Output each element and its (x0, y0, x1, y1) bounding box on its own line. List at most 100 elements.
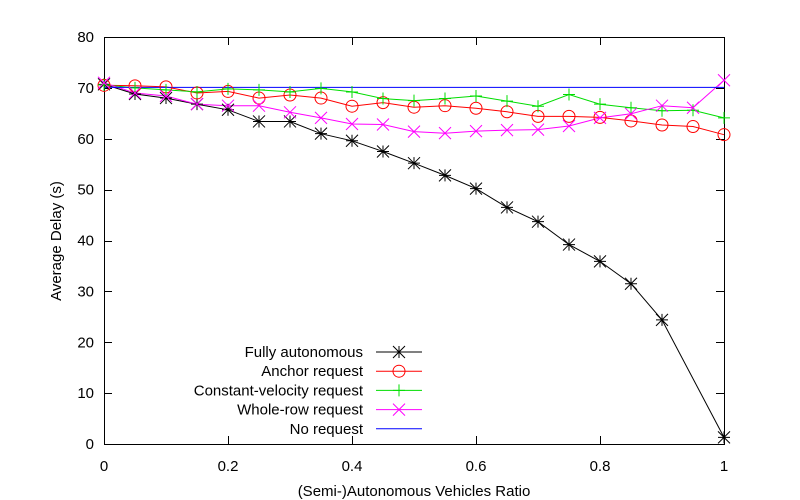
y-axis-title: Average Delay (s) (48, 181, 65, 301)
x-tick-label: 0.2 (218, 458, 239, 475)
data-point-constant-velocity-request-shape (377, 92, 389, 105)
data-point-constant-velocity-request (129, 81, 141, 94)
legend-label: Whole-row request (237, 402, 364, 419)
data-point-whole-row-request (128, 86, 142, 100)
legend-label: No request (290, 421, 364, 438)
data-point-constant-velocity-request-shape (625, 101, 637, 114)
data-point-constant-velocity-request (470, 90, 482, 103)
data-point-constant-velocity-request-shape (594, 98, 606, 111)
data-point-constant-velocity-request (718, 111, 730, 124)
data-point-fully-autonomous (376, 145, 390, 158)
legend-swatch-marker (392, 403, 406, 416)
data-point-fully-autonomous-shape (562, 238, 576, 251)
data-point-whole-row-request (469, 124, 483, 138)
data-point-fully-autonomous (500, 201, 514, 214)
data-point-whole-row-request-shape (562, 119, 576, 133)
data-point-constant-velocity-request (315, 82, 327, 95)
data-point-constant-velocity-request-shape (439, 92, 451, 105)
data-point-anchor-request-shape (469, 101, 483, 115)
data-point-constant-velocity-request (501, 95, 513, 108)
data-point-fully-autonomous (655, 313, 669, 327)
data-point-whole-row-request-shape (314, 111, 328, 125)
legend-swatch-marker-shape (393, 384, 405, 397)
data-point-fully-autonomous-shape (407, 156, 421, 170)
data-point-whole-row-request-shape (283, 105, 297, 119)
data-point-whole-row-request-shape (221, 99, 235, 113)
data-point-whole-row-request-shape (655, 99, 669, 113)
data-point-constant-velocity-request (687, 104, 699, 117)
data-point-whole-row-request (314, 111, 328, 125)
data-point-fully-autonomous-shape (159, 91, 173, 105)
series-line-anchor-request (103, 84, 725, 136)
y-tick-label: 70 (77, 80, 94, 97)
y-tick-label: 10 (77, 385, 94, 402)
data-point-constant-velocity-request-shape (501, 95, 513, 108)
data-point-fully-autonomous (159, 91, 173, 105)
data-point-anchor-request-shape (562, 109, 576, 123)
data-point-constant-velocity-request (222, 82, 234, 95)
data-point-anchor-request-shape (593, 110, 607, 124)
data-point-fully-autonomous (283, 115, 297, 128)
y-tick-label: 30 (77, 283, 94, 300)
legend-swatch-marker-shape (392, 364, 406, 378)
data-point-anchor-request (624, 114, 638, 128)
x-tick-label: 0.4 (342, 458, 363, 475)
data-point-whole-row-request-shape (624, 107, 638, 121)
data-point-fully-autonomous (438, 169, 452, 182)
data-point-whole-row-request (159, 89, 173, 103)
data-point-anchor-request-shape (345, 99, 359, 113)
data-point-anchor-request-shape (655, 118, 669, 132)
data-point-whole-row-request-shape (469, 124, 483, 138)
data-point-whole-row-request (407, 125, 421, 138)
y-tick-label: 20 (77, 334, 94, 351)
data-point-whole-row-request-shape (593, 111, 607, 125)
data-point-anchor-request (717, 128, 731, 142)
data-point-whole-row-request-shape (717, 73, 731, 87)
data-point-whole-row-request-shape (252, 99, 266, 113)
data-point-constant-velocity-request-shape (191, 85, 203, 98)
legend-label: Fully autonomous (245, 344, 363, 361)
data-point-whole-row-request-shape (128, 86, 142, 100)
legend: Fully autonomous Anchor request Constant-v… (194, 344, 422, 438)
data-point-fully-autonomous (717, 431, 731, 444)
legend-swatch-marker (392, 345, 406, 359)
data-point-whole-row-request (252, 99, 266, 113)
x-tick-label: 0.6 (466, 458, 487, 475)
series-line-fully-autonomous (103, 83, 725, 438)
data-point-constant-velocity-request-shape (98, 78, 110, 91)
data-point-fully-autonomous-shape (593, 255, 607, 268)
legend-label: Anchor request (261, 363, 364, 380)
data-point-constant-velocity-request (377, 92, 389, 105)
data-point-constant-velocity-request (191, 85, 203, 98)
data-point-fully-autonomous-shape (314, 127, 328, 141)
legend-swatch-marker-shape (392, 403, 406, 416)
data-point-anchor-request-shape (624, 114, 638, 128)
data-point-constant-velocity-request (656, 104, 668, 117)
data-point-whole-row-request-shape (97, 76, 111, 90)
data-point-constant-velocity-request (160, 83, 172, 96)
data-point-fully-autonomous (314, 127, 328, 141)
data-point-constant-velocity-request (98, 78, 110, 91)
data-point-anchor-request (345, 99, 359, 113)
y-tick-label: 60 (77, 131, 94, 148)
legend-item-constant-velocity-request: Constant-velocity request (194, 382, 422, 399)
data-point-whole-row-request-shape (159, 89, 173, 103)
data-point-constant-velocity-request-shape (315, 82, 327, 95)
data-point-constant-velocity-request-shape (687, 104, 699, 117)
data-point-fully-autonomous (345, 134, 359, 148)
x-tick-label: 1 (720, 458, 728, 475)
data-point-fully-autonomous-shape (500, 201, 514, 214)
data-point-whole-row-request-shape (345, 117, 359, 131)
data-point-anchor-request (686, 120, 700, 134)
y-tick-label: 50 (77, 182, 94, 199)
data-point-fully-autonomous-shape (252, 115, 266, 128)
data-point-constant-velocity-request-shape (222, 82, 234, 95)
data-point-constant-velocity-request-shape (129, 81, 141, 94)
data-point-constant-velocity-request-shape (470, 90, 482, 103)
x-axis-title: (Semi-)Autonomous Vehicles Ratio (298, 483, 531, 500)
data-point-fully-autonomous-shape (128, 87, 142, 101)
data-point-fully-autonomous (531, 215, 545, 229)
data-point-whole-row-request (655, 99, 669, 113)
data-point-constant-velocity-request-shape (563, 88, 575, 101)
